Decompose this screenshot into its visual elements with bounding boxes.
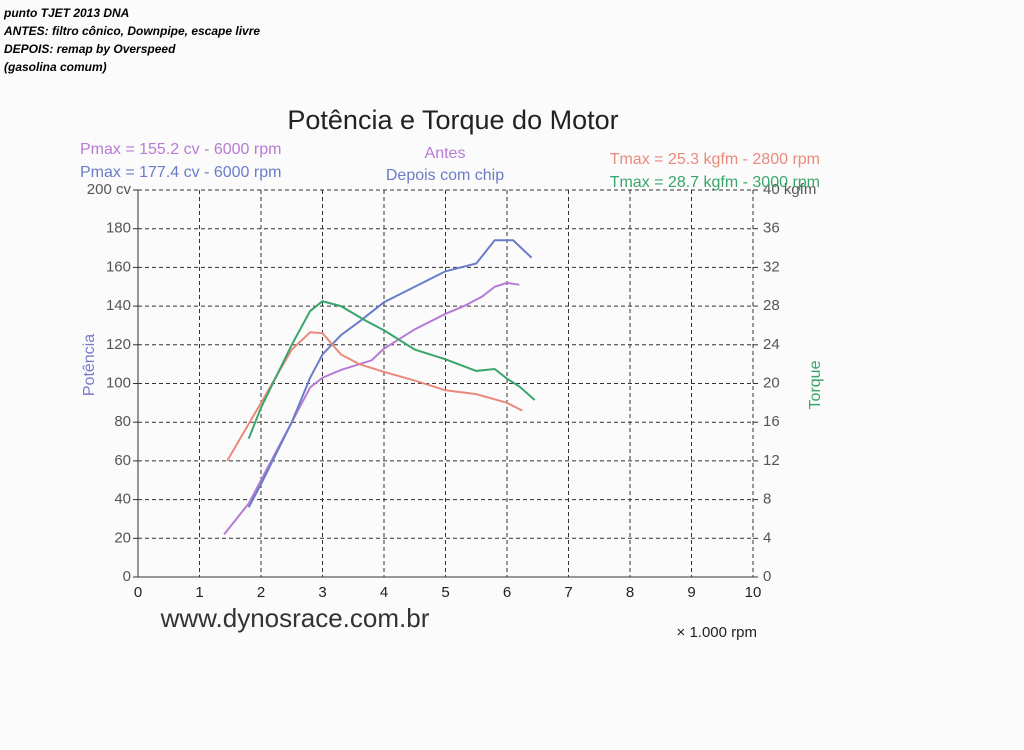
y-tick-label: 120	[106, 336, 131, 353]
y-tick-label: 180	[106, 220, 131, 237]
y2-tick-label: 20	[763, 374, 780, 391]
y-axis-label: Potência	[81, 334, 98, 396]
x-axis-label: × 1.000 rpm	[677, 624, 757, 641]
legend-label: Tmax = 25.3 kgfm - 2800 rpm	[610, 151, 820, 168]
y2-tick-label: 28	[763, 297, 780, 314]
x-tick-label: 2	[257, 584, 265, 601]
series-line	[247, 300, 536, 440]
x-tick-label: 7	[564, 584, 572, 601]
y-tick-label: 160	[106, 258, 131, 275]
y-tick-label: 0	[123, 568, 131, 585]
y-tick-label: 60	[114, 452, 131, 469]
annotation: www.dynosrace.com.br	[160, 603, 430, 633]
x-tick-label: 4	[380, 584, 388, 601]
y2-tick-label: 36	[763, 220, 780, 237]
x-tick-label: 1	[195, 584, 203, 601]
y2-tick-label: 12	[763, 452, 780, 469]
y-tick-label: 40	[114, 491, 131, 508]
series-line	[247, 239, 533, 508]
legend-label: Pmax = 155.2 cv - 6000 rpm	[80, 141, 281, 158]
x-tick-label: 10	[745, 584, 762, 601]
x-tick-label: 0	[134, 584, 142, 601]
y2-axis-label: Torque	[807, 360, 824, 409]
header: punto TJET 2013 DNA ANTES: filtro cônico…	[4, 4, 260, 76]
y2-tick-label: 32	[763, 258, 780, 275]
x-tick-label: 6	[503, 584, 511, 601]
x-tick-label: 5	[441, 584, 449, 601]
header-line: DEPOIS: remap by Overspeed	[4, 42, 176, 56]
legend-label: Tmax = 28.7 kgfm - 3000 rpm	[610, 174, 820, 191]
chart-title: Potência e Torque do Motor	[287, 105, 618, 135]
y2-tick-label: 0	[763, 568, 771, 585]
y2-tick-label: 40 kgfm	[763, 181, 816, 198]
annotation: Depois com chip	[386, 167, 504, 184]
series-line	[226, 331, 523, 462]
y2-tick-label: 24	[763, 336, 780, 353]
y-tick-label: 140	[106, 297, 131, 314]
y2-tick-label: 8	[763, 491, 771, 508]
legend-label: Pmax = 177.4 cv - 6000 rpm	[80, 164, 281, 181]
y-tick-label: 80	[114, 413, 131, 430]
header-line: (gasolina comum)	[4, 60, 107, 74]
x-tick-label: 8	[626, 584, 634, 601]
y-tick-label: 200 cv	[87, 181, 132, 198]
y-tick-label: 100	[106, 374, 131, 391]
header-line: punto TJET 2013 DNA	[4, 6, 130, 20]
y2-tick-label: 16	[763, 413, 780, 430]
annotation: Antes	[425, 145, 466, 162]
x-tick-label: 3	[318, 584, 326, 601]
y-tick-label: 20	[114, 529, 131, 546]
header-line: ANTES: filtro cônico, Downpipe, escape l…	[4, 24, 261, 38]
x-tick-label: 9	[687, 584, 695, 601]
series-line	[223, 281, 520, 536]
y2-tick-label: 4	[763, 529, 771, 546]
